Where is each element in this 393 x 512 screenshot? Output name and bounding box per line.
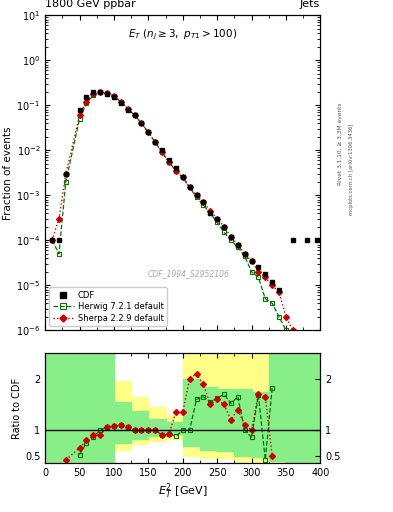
Text: 1800 GeV ppbar: 1800 GeV ppbar (45, 0, 136, 9)
Y-axis label: Ratio to CDF: Ratio to CDF (12, 378, 22, 439)
Text: mcplots.cern.ch [arXiv:1306.3436]: mcplots.cern.ch [arXiv:1306.3436] (349, 123, 354, 215)
Text: Rivet 3.1.10, ≥ 3.3M events: Rivet 3.1.10, ≥ 3.3M events (338, 102, 342, 185)
Text: CDF_1994_S2952106: CDF_1994_S2952106 (147, 269, 229, 278)
Legend: CDF, Herwig 7.2.1 default, Sherpa 2.2.9 default: CDF, Herwig 7.2.1 default, Sherpa 2.2.9 … (50, 287, 167, 326)
Text: $E_T\ (n_j \geq 3,\ p_{T1}{>}100)$: $E_T\ (n_j \geq 3,\ p_{T1}{>}100)$ (128, 28, 237, 42)
Text: Jets: Jets (300, 0, 320, 9)
Y-axis label: Fraction of events: Fraction of events (4, 126, 13, 220)
X-axis label: $E_T^2\ \mathrm{[GeV]}$: $E_T^2\ \mathrm{[GeV]}$ (158, 481, 208, 501)
